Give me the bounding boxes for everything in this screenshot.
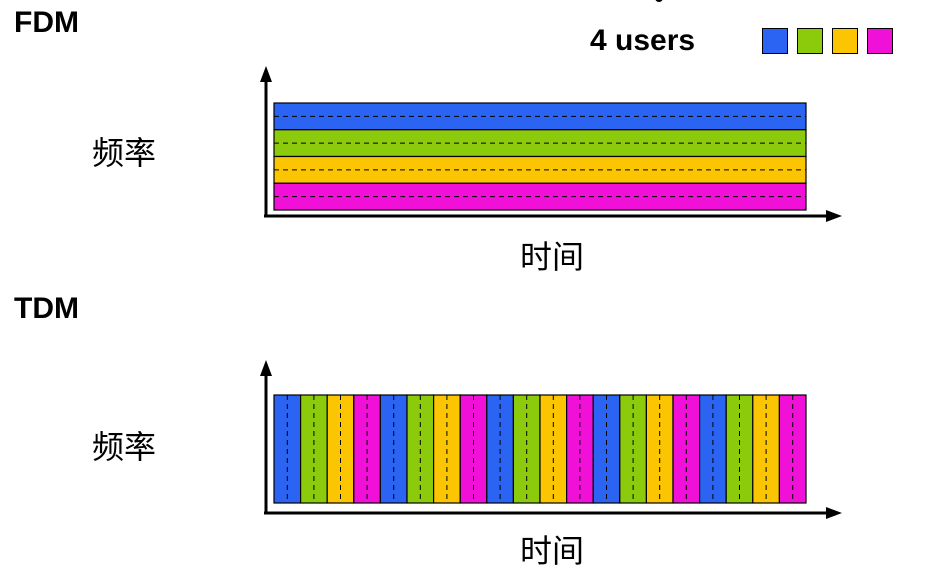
fdm-frequency-label: 频率: [92, 134, 157, 172]
tdm-title: TDM: [14, 292, 79, 325]
legend-swatch-user-4: [867, 28, 893, 54]
tdm-x-axis-arrow: [826, 507, 842, 519]
fdm-title: FDM: [14, 6, 79, 39]
tdm-y-axis-arrow: [260, 360, 272, 376]
tdm-time-label: 时间: [520, 532, 585, 570]
tdm-slots: [273, 394, 807, 504]
fdm-bands: [273, 102, 807, 211]
fdm-x-axis-arrow: [826, 210, 842, 222]
legend-swatch-user-2: [797, 28, 823, 54]
fdm-y-axis-arrow: [260, 66, 272, 82]
legend-swatch-user-1: [762, 28, 788, 54]
tdm-frequency-label: 频率: [92, 428, 157, 466]
legend-label: 4 users: [590, 24, 696, 57]
legend-swatch-user-3: [832, 28, 858, 54]
fdm-time-label: 时间: [520, 238, 585, 276]
cropped-header-text: [630, 0, 700, 6]
